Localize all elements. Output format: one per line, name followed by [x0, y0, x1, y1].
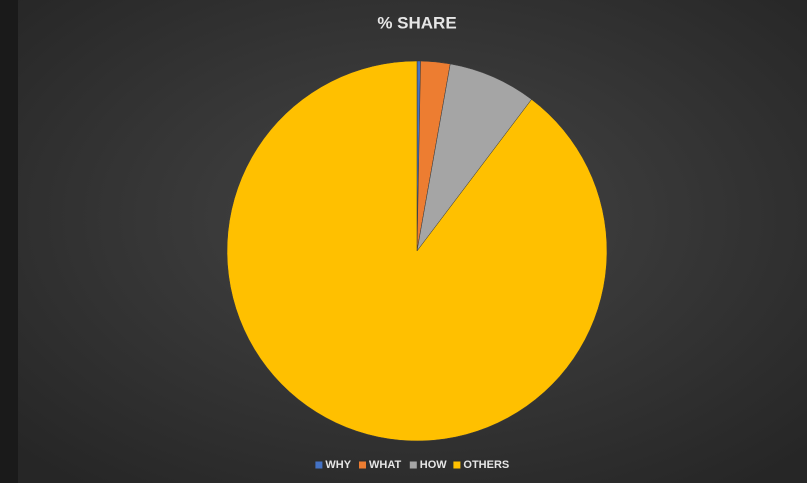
legend-swatch: [409, 461, 417, 469]
legend-label: WHAT: [369, 459, 401, 471]
legend-label: HOW: [420, 459, 448, 471]
chart-title: % SHARE: [377, 13, 456, 32]
legend-swatch: [453, 461, 461, 469]
legend-label: OTHERS: [463, 459, 509, 471]
legend-swatch: [359, 461, 366, 469]
pie-slice: [226, 60, 608, 442]
legend-label: WHY: [325, 459, 351, 471]
legend-swatch: [315, 461, 323, 469]
